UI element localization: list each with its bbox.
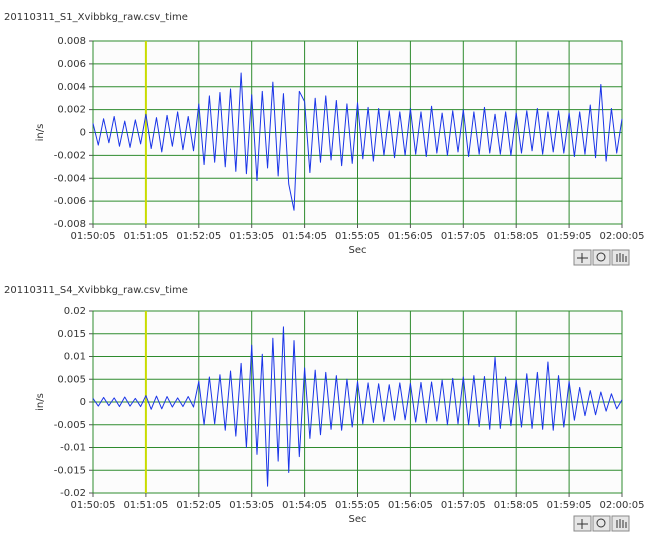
pan-icon bbox=[616, 253, 627, 262]
y-tick-label: -0.002 bbox=[54, 150, 86, 161]
y-tick-label: 0 bbox=[80, 397, 86, 408]
palette-1 bbox=[573, 249, 630, 266]
y-tick-label: -0.006 bbox=[54, 196, 86, 207]
x-tick-label: 01:55:05 bbox=[335, 231, 380, 242]
x-tick-label: 01:57:05 bbox=[441, 500, 486, 511]
y-tick-label: 0.008 bbox=[57, 36, 86, 47]
y-tick-label: 0.02 bbox=[64, 306, 86, 317]
x-tick-label: 01:55:05 bbox=[335, 500, 380, 511]
x-tick-label: 01:54:05 bbox=[282, 500, 327, 511]
x-tick-label: 01:51:05 bbox=[123, 500, 168, 511]
x-tick-label: 01:58:05 bbox=[494, 500, 539, 511]
y-tick-label: -0.008 bbox=[54, 219, 86, 230]
x-tick-label: 01:50:05 bbox=[71, 500, 116, 511]
y-tick-label: 0.004 bbox=[57, 82, 86, 93]
y-tick-label: -0.02 bbox=[60, 488, 86, 499]
x-axis-label: Sec bbox=[349, 245, 367, 256]
y-tick-label: -0.004 bbox=[54, 173, 86, 184]
y-axis-label: in/s bbox=[35, 124, 46, 142]
y-tick-label: 0.006 bbox=[57, 59, 86, 70]
x-tick-label: 02:00:05 bbox=[600, 500, 645, 511]
graph-title: 20110311_S1_Xvibbkg_raw.csv_time bbox=[4, 12, 188, 23]
x-tick-label: 01:52:05 bbox=[176, 500, 221, 511]
y-axis-label: in/s bbox=[35, 393, 46, 411]
pan-icon bbox=[616, 519, 627, 528]
waveform bbox=[92, 72, 623, 211]
x-tick-label: 01:53:05 bbox=[229, 231, 274, 242]
y-tick-label: 0.002 bbox=[57, 105, 86, 116]
y-tick-label: 0.005 bbox=[57, 374, 86, 385]
waveform bbox=[92, 326, 623, 487]
y-tick-label: -0.01 bbox=[60, 443, 86, 454]
x-tick-label: 01:53:05 bbox=[229, 500, 274, 511]
x-tick-label: 01:59:05 bbox=[547, 231, 592, 242]
x-tick-label: 01:51:05 bbox=[123, 231, 168, 242]
x-tick-label: 01:58:05 bbox=[494, 231, 539, 242]
cursor-icon bbox=[577, 253, 588, 263]
palette-2 bbox=[573, 515, 630, 532]
y-tick-label: 0 bbox=[80, 128, 86, 139]
zoom-tool[interactable] bbox=[592, 249, 611, 266]
x-axis-label: Sec bbox=[349, 514, 367, 525]
cursor-icon bbox=[577, 519, 588, 529]
zoom-icon bbox=[596, 252, 606, 262]
y-tick-label: 0.01 bbox=[64, 352, 86, 363]
waveform-graph: 20110311_S4_Xvibbkg_raw.csv_time -0.02 -0.… bbox=[4, 285, 644, 525]
zoom-tool[interactable] bbox=[592, 515, 611, 532]
y-tick-label: -0.015 bbox=[54, 465, 86, 476]
y-tick-label: -0.005 bbox=[54, 420, 86, 431]
waveform-graph: 20110311_S1_Xvibbkg_raw.csv_time -0.008 -0… bbox=[4, 12, 644, 256]
x-tick-label: 01:59:05 bbox=[547, 500, 592, 511]
x-tick-label: 01:54:05 bbox=[282, 231, 327, 242]
x-tick-label: 01:50:05 bbox=[71, 231, 116, 242]
x-tick-label: 02:00:05 bbox=[600, 231, 645, 242]
x-tick-label: 01:57:05 bbox=[441, 231, 486, 242]
zoom-icon bbox=[596, 518, 606, 528]
x-tick-label: 01:56:05 bbox=[388, 500, 433, 511]
x-tick-label: 01:56:05 bbox=[388, 231, 433, 242]
x-tick-label: 01:52:05 bbox=[176, 231, 221, 242]
graph-title: 20110311_S4_Xvibbkg_raw.csv_time bbox=[4, 285, 188, 296]
y-tick-label: 0.015 bbox=[57, 329, 86, 340]
